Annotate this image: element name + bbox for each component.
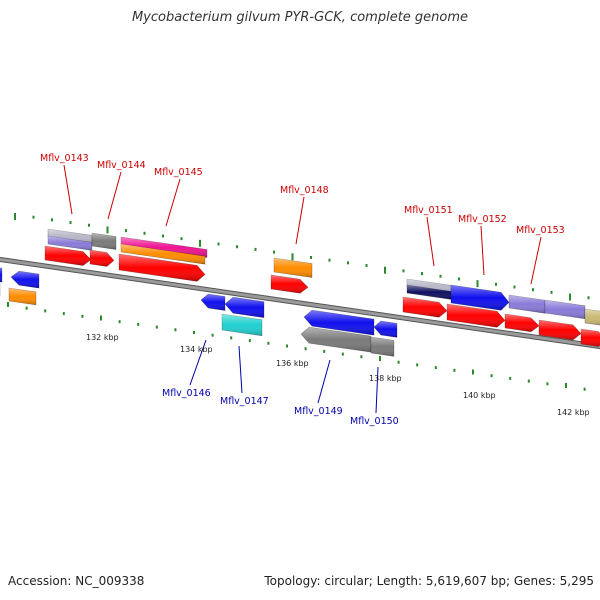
map-title: Mycobacterium gilvum PYR-GCK, complete g… <box>131 10 469 25</box>
gene-feature-shade <box>407 285 451 300</box>
leader-line <box>530 236 542 285</box>
gene-feature-shade <box>581 329 600 347</box>
gene-feature-shade <box>451 285 509 311</box>
leader-line <box>480 225 485 276</box>
gene-feature-shade <box>545 300 585 319</box>
gene-feature-shade <box>11 271 39 289</box>
gene-label[interactable]: Mflv_0147 <box>220 396 269 407</box>
scale-label: 142 kbp <box>557 408 590 417</box>
leader-line <box>317 359 331 404</box>
leader-line <box>295 196 305 245</box>
gene-feature-shade <box>509 295 545 314</box>
gene-label-leaders <box>63 164 542 414</box>
gene-feature-shade <box>222 314 262 336</box>
leader-line <box>426 216 435 267</box>
gene-feature-shade <box>201 294 225 311</box>
gene-label[interactable]: Mflv_0152 <box>458 214 507 225</box>
gene-label[interactable]: Mflv_0151 <box>404 205 453 216</box>
accession-label: Accession: NC_009338 <box>8 574 145 588</box>
leader-line <box>189 339 207 386</box>
gene-feature-shade <box>121 244 205 265</box>
gene-feature-shade <box>403 297 447 318</box>
genome-summary: Topology: circular; Length: 5,619,607 bp… <box>264 574 594 588</box>
leader-line <box>165 178 181 227</box>
scale-label: 140 kbp <box>463 391 496 400</box>
gene-feature-shade <box>45 246 91 266</box>
gene-label[interactable]: Mflv_0144 <box>97 160 146 171</box>
gene-feature-shade <box>92 233 116 250</box>
gene-feature-shade <box>48 236 92 251</box>
gene-label[interactable]: Mflv_0145 <box>154 167 203 178</box>
gene-feature-shade <box>9 288 36 305</box>
gene-feature-shade <box>304 310 374 336</box>
gene-feature-shade <box>505 314 539 332</box>
gene-label[interactable]: Mflv_0149 <box>294 406 343 417</box>
scale-label: 136 kbp <box>276 359 309 368</box>
gene-label[interactable]: Mflv_0150 <box>350 416 399 427</box>
scale-label: 134 kbp <box>180 345 213 354</box>
gene-feature-shade <box>301 327 371 353</box>
genome-backbone <box>0 256 600 350</box>
tick-marks-outer <box>14 213 590 301</box>
gene-feature-shade <box>371 337 394 357</box>
gene-feature-shade <box>585 309 600 326</box>
gene-feature-shade <box>447 304 505 328</box>
leader-line <box>375 366 379 414</box>
scale-label: 138 kbp <box>369 374 402 383</box>
leader-line <box>63 164 73 215</box>
tick-marks-inner <box>7 302 586 391</box>
leader-line <box>107 171 122 220</box>
gene-feature-shade <box>225 297 264 318</box>
scale-label: 132 kbp <box>86 333 119 342</box>
gene-features <box>0 228 600 357</box>
gene-feature-shade <box>0 267 2 283</box>
gene-feature-shade <box>539 320 581 340</box>
leader-line <box>238 345 243 394</box>
gene-feature-shade <box>90 250 114 267</box>
gene-label[interactable]: Mflv_0153 <box>516 225 565 236</box>
gene-feature-shade <box>48 229 92 244</box>
gene-label[interactable]: Mflv_0148 <box>280 185 329 196</box>
gene-label[interactable]: Mflv_0143 <box>40 153 89 164</box>
gene-feature-shade <box>271 275 308 294</box>
gene-feature-shade <box>121 237 207 258</box>
gene-feature-shade <box>374 321 397 338</box>
gene-feature-shade <box>274 258 312 278</box>
gene-feature-shade <box>119 254 205 282</box>
gene-label[interactable]: Mflv_0146 <box>162 388 211 399</box>
